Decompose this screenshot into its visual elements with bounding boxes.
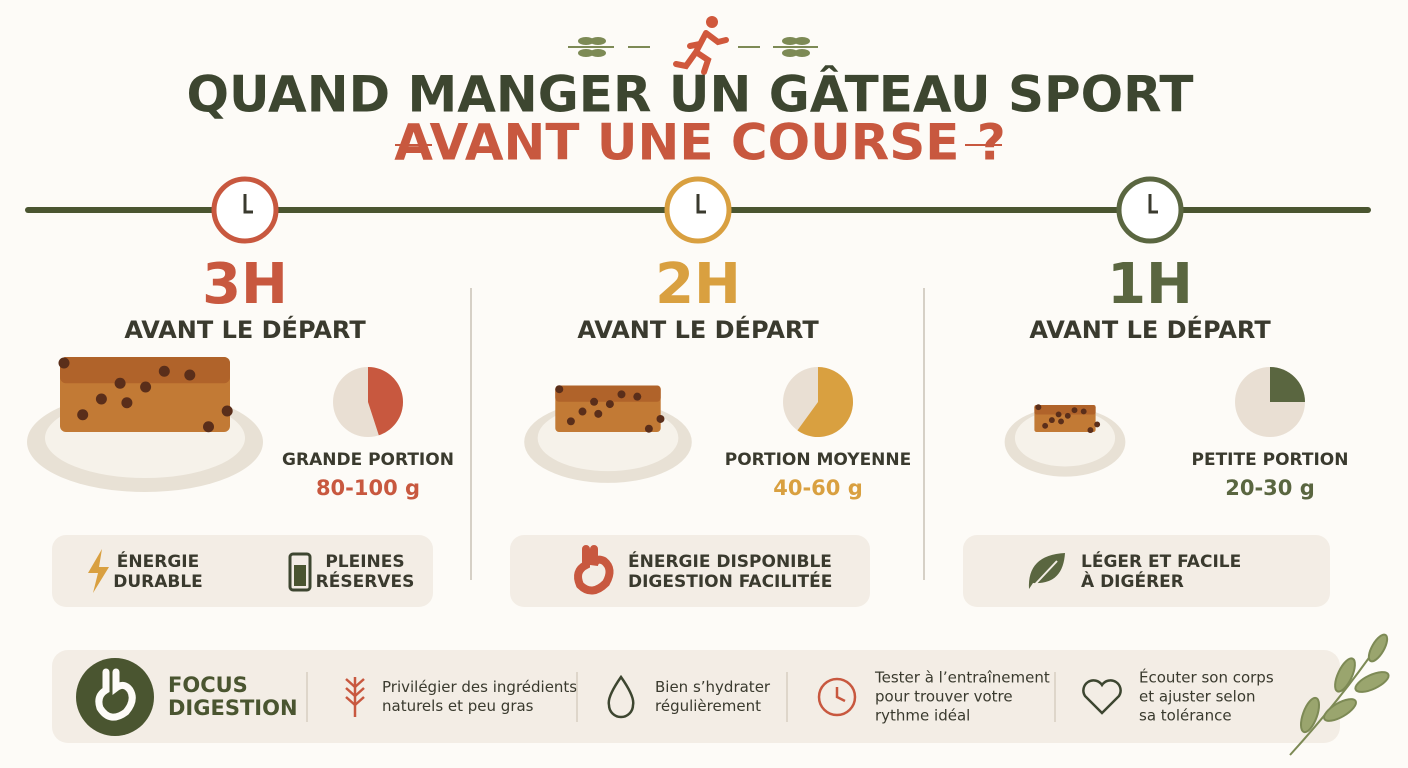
clock-hands	[1148, 194, 1158, 214]
clock-hands	[243, 194, 253, 214]
cake-fruit	[1064, 412, 1071, 419]
cake-fruit	[203, 421, 214, 433]
battery-level	[294, 565, 306, 586]
benefit-text: DURABLE	[113, 572, 203, 592]
time-caption: AVANT LE DÉPART	[124, 315, 366, 344]
benefit-box	[963, 535, 1330, 607]
tip-text: Privilégier des ingrédients	[382, 678, 577, 696]
benefit-text: LÉGER ET FACILE	[1081, 550, 1241, 572]
benefit-text: À DIGÉRER	[1081, 570, 1184, 592]
cake-fruit	[121, 397, 133, 409]
leaf-decoration	[568, 37, 818, 57]
wheat-grain	[345, 678, 365, 688]
benefit-text: ÉNERGIE DISPONIBLE	[628, 550, 832, 572]
benefit-text: PLEINES	[325, 552, 404, 572]
time-caption: AVANT LE DÉPART	[1029, 315, 1271, 344]
benefit-text: ÉNERGIE	[117, 550, 199, 572]
portion-pie-slice	[368, 367, 404, 436]
runner-icon	[673, 16, 729, 75]
cake-fruit	[644, 424, 653, 433]
subtitle: AVANT UNE COURSE ?	[394, 114, 1006, 172]
cake-fruit	[1035, 404, 1042, 411]
clock-hands	[696, 194, 706, 214]
cake-fruit	[590, 397, 599, 406]
stomach-icon	[574, 545, 614, 595]
cake-fruit	[617, 390, 626, 399]
tip-text: Bien s’hydrater	[655, 678, 771, 696]
cake-fruit	[1094, 421, 1101, 428]
cake-top	[555, 385, 661, 402]
cake-fruit	[594, 409, 603, 418]
clock-icon	[817, 677, 857, 717]
cake-fruit	[140, 381, 152, 393]
cake-fruit	[184, 369, 196, 381]
focus-panel	[52, 650, 1340, 743]
cake-fruit	[633, 392, 642, 401]
portion-pie-slice	[1270, 367, 1305, 402]
cake-fruit	[58, 357, 70, 369]
cake-fruit	[656, 415, 665, 423]
cake-fruit	[221, 405, 233, 417]
tip-text: et ajuster selon	[1139, 688, 1256, 706]
cake-fruit	[1071, 407, 1078, 414]
cake-fruit	[95, 393, 107, 405]
title: QUAND MANGER UN GÂTEAU SPORT	[186, 65, 1193, 124]
wheat-grain	[345, 696, 365, 706]
cake-fruit	[158, 365, 170, 377]
battery-icon	[288, 552, 312, 592]
leaf-vein	[1026, 560, 1058, 594]
stomach-icon	[95, 668, 136, 721]
benefit-text: DIGESTION FACILITÉE	[628, 570, 832, 592]
cake-top	[60, 357, 230, 384]
time-label: 3H	[202, 252, 288, 317]
cake-fruit	[605, 400, 614, 409]
heart-icon	[1082, 679, 1122, 715]
tip-text: pour trouver votre	[875, 688, 1013, 706]
cake-fruit	[555, 385, 564, 394]
bolt-icon	[88, 549, 109, 593]
focus-title: DIGESTION	[168, 696, 298, 720]
portion-pie-slice	[797, 367, 853, 438]
portion-amount: 80-100 g	[316, 476, 420, 500]
cake-fruit	[566, 417, 575, 426]
tip-text: rythme idéal	[875, 707, 970, 725]
portion-amount: 40-60 g	[773, 476, 863, 500]
cake-fruit	[1048, 417, 1055, 424]
cake-fruit	[1042, 422, 1049, 429]
benefit-text: RÉSERVES	[316, 570, 415, 592]
benefit-box	[52, 535, 433, 607]
branch-decoration	[1289, 633, 1390, 756]
portion-amount: 20-30 g	[1225, 476, 1315, 500]
focus-icon	[76, 658, 154, 736]
time-label: 1H	[1107, 252, 1193, 317]
cake-fruit	[1087, 427, 1094, 434]
drop-icon	[607, 674, 635, 719]
portion-label: PORTION MOYENNE	[725, 450, 912, 470]
cake-fruit	[1055, 411, 1062, 418]
clock-hands	[835, 687, 846, 703]
cake-fruit	[1058, 418, 1064, 425]
cake-fruit	[1080, 408, 1087, 415]
tip-text: Tester à l’entraînement	[874, 669, 1050, 687]
tip-text: naturels et peu gras	[382, 697, 534, 715]
tip-text: Écouter son corps	[1139, 668, 1274, 687]
time-label: 2H	[655, 252, 741, 317]
time-caption: AVANT LE DÉPART	[577, 315, 819, 344]
tip-text: régulièrement	[655, 697, 761, 715]
cake-top	[1034, 405, 1096, 415]
focus-title: FOCUS	[168, 673, 248, 697]
wheat-grain	[345, 687, 365, 697]
tip-text: sa tolérance	[1139, 707, 1232, 725]
portion-label: GRANDE PORTION	[282, 450, 454, 470]
cake-fruit	[578, 407, 587, 416]
portion-label: PETITE PORTION	[1192, 450, 1349, 470]
cake-fruit	[77, 409, 89, 421]
cake-fruit	[114, 377, 126, 389]
